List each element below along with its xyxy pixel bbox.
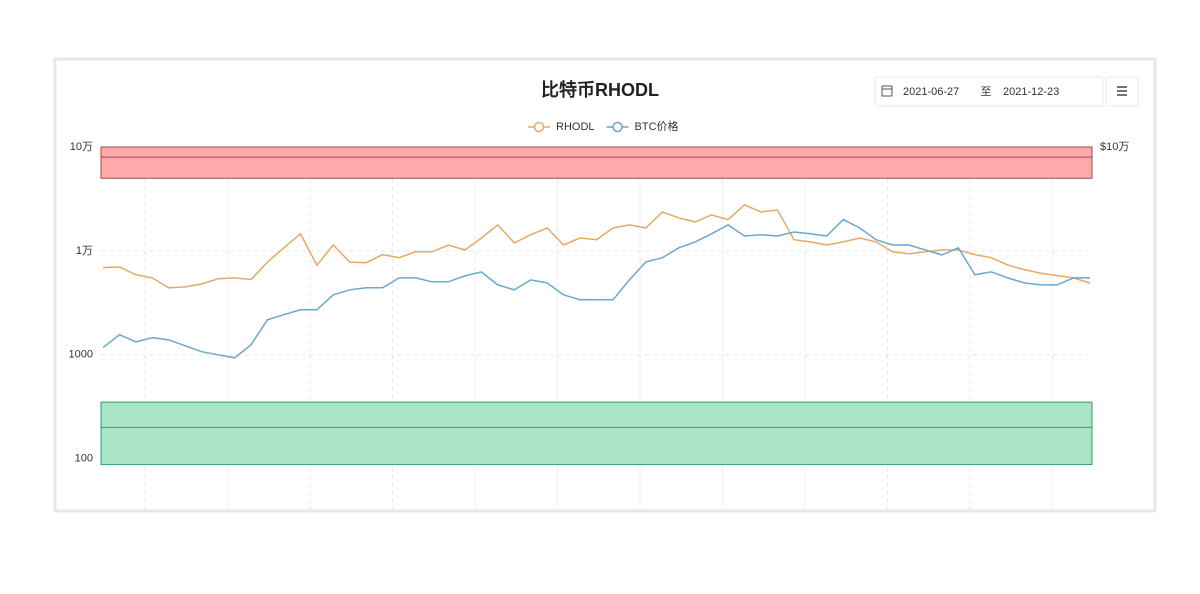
y-tick-label: 10万 [70, 141, 93, 153]
menu-icon [1117, 86, 1127, 96]
y-tick-label: 100 [75, 453, 93, 465]
legend-marker [533, 121, 545, 133]
date-separator: 至 [981, 86, 992, 98]
date-end[interactable]: 2021-12-23 [1003, 86, 1059, 98]
date-box[interactable] [874, 76, 1104, 107]
series-line [102, 204, 1091, 289]
legend-label: RHODL [556, 121, 595, 133]
legend-label: BTC价格 [635, 119, 679, 133]
band [100, 146, 1093, 179]
band [100, 401, 1093, 465]
y2-tick-label: $10万 [1100, 141, 1129, 153]
series-line [102, 218, 1090, 359]
calendar-icon [881, 85, 893, 97]
date-start[interactable]: 2021-06-27 [903, 86, 959, 98]
chart-title: 比特币RHODL [541, 79, 659, 100]
y-tick-label: 1000 [69, 349, 93, 361]
y-tick-label: 1万 [76, 245, 93, 257]
date-picker[interactable]: 2021-06-27 至 2021-12-23 [874, 76, 1104, 107]
menu-button[interactable] [1105, 76, 1139, 107]
legend-marker [612, 121, 623, 133]
